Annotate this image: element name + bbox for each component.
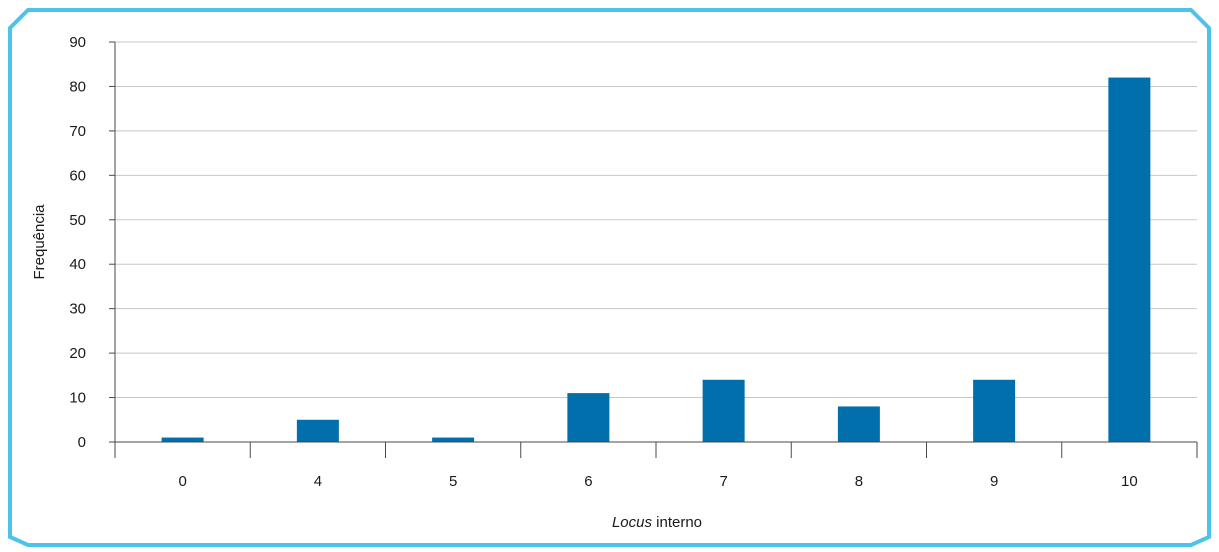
x-tick-label: 10 — [1121, 473, 1138, 490]
bar-6 — [567, 393, 610, 442]
y-tick-label: 20 — [69, 345, 86, 362]
x-axis-title-rest: interno — [652, 514, 702, 531]
y-tick-label: 40 — [69, 256, 86, 273]
axes — [114, 42, 1197, 443]
x-tick-label: 6 — [584, 473, 592, 490]
bar-7 — [702, 379, 745, 442]
x-tick-label: 9 — [990, 473, 998, 490]
y-tick-label: 10 — [69, 390, 86, 407]
x-tick-label: 8 — [855, 473, 863, 490]
bars — [161, 77, 1151, 443]
y-tick-labels: 0 10 20 30 40 50 60 70 80 90 — [69, 34, 115, 451]
y-tick-label: 60 — [69, 167, 86, 184]
y-tick-label: 90 — [69, 34, 86, 51]
x-tick-label: 4 — [314, 473, 322, 490]
bar-10 — [1108, 77, 1151, 443]
y-tick-label: 70 — [69, 123, 86, 140]
bar-9 — [973, 379, 1016, 442]
y-tick-label: 80 — [69, 78, 86, 95]
x-tick-labels: 0 4 5 6 7 8 9 10 — [114, 442, 1198, 490]
bar-5 — [432, 437, 475, 442]
y-tick-label: 50 — [69, 212, 86, 229]
x-axis-title-italic: Locus — [612, 514, 653, 531]
bar-8 — [837, 406, 880, 442]
x-tick-label: 0 — [178, 473, 186, 490]
chart-frame — [8, 8, 1211, 547]
y-tick-label: 0 — [78, 434, 86, 451]
x-tick-label: 7 — [719, 473, 727, 490]
x-axis-title: Locus interno — [612, 514, 702, 531]
y-axis-title: Frequência — [31, 204, 48, 280]
y-tick-label: 30 — [69, 301, 86, 318]
bar-4 — [296, 419, 339, 442]
gridlines — [115, 41, 1197, 399]
bar-0 — [161, 437, 204, 442]
x-tick-label: 5 — [449, 473, 457, 490]
